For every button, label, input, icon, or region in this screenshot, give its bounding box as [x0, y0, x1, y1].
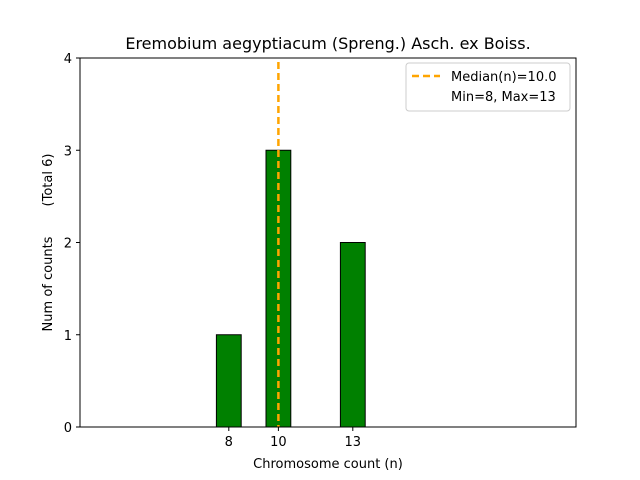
legend-minmax-label: Min=8, Max=13 — [451, 90, 556, 105]
y-tick-label-3: 3 — [64, 144, 72, 159]
y-axis-ticks: 0 1 2 3 4 — [64, 52, 80, 436]
legend: Median(n)=10.0 Min=8, Max=13 — [405, 62, 571, 112]
y-tick-label-0: 0 — [64, 421, 72, 436]
x-tick-label-13: 13 — [345, 435, 362, 450]
y-axis-total-label: (Total 6) — [41, 154, 56, 207]
y-tick-label-2: 2 — [64, 237, 72, 252]
bar-13 — [339, 242, 366, 428]
legend-frame — [405, 62, 571, 112]
x-tick-label-10: 10 — [270, 435, 287, 450]
x-axis-ticks: 8 10 13 — [225, 427, 361, 450]
x-tick-label-8: 8 — [225, 435, 233, 450]
y-tick-label-4: 4 — [64, 52, 72, 67]
y-axis-label: Num of counts — [41, 236, 56, 331]
legend-median-label: Median(n)=10.0 — [451, 70, 557, 85]
bar-8 — [215, 334, 242, 428]
chart-title: Eremobium aegyptiacum (Spreng.) Asch. ex… — [125, 34, 530, 53]
y-tick-label-1: 1 — [64, 329, 72, 344]
x-axis-label: Chromosome count (n) — [253, 457, 403, 472]
